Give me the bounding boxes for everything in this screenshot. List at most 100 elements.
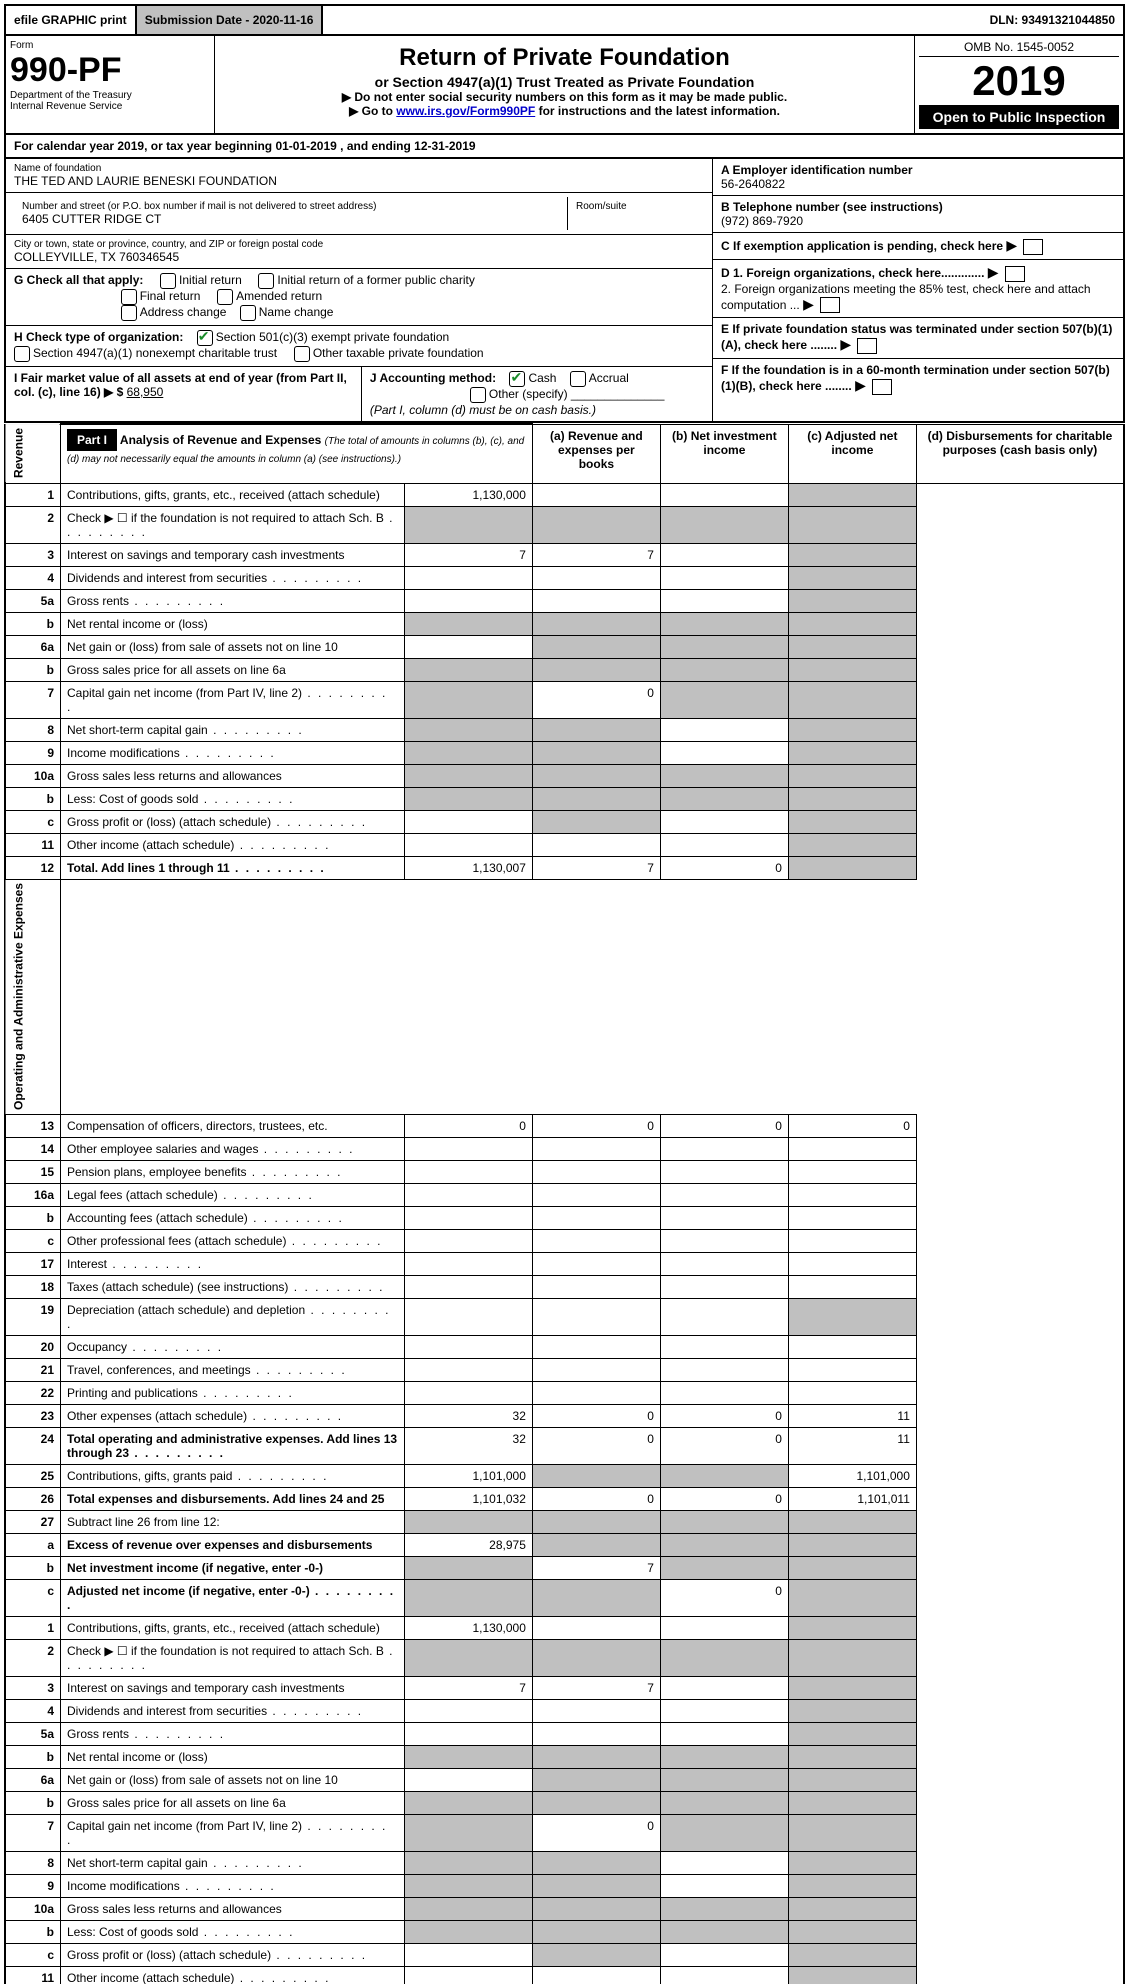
col-b-val	[532, 718, 660, 741]
col-b-val	[532, 1276, 660, 1299]
table-row: bNet investment income (if negative, ent…	[5, 1557, 1124, 1580]
line-number: 23	[5, 1405, 61, 1428]
other-taxable-check[interactable]	[294, 346, 310, 362]
col-d-val	[788, 1580, 916, 1617]
col-c-val	[660, 1382, 788, 1405]
line-number: 6a	[5, 635, 61, 658]
line-label: Interest on savings and temporary cash i…	[61, 1677, 405, 1700]
line-label: Dividends and interest from securities	[61, 1700, 405, 1723]
col-b-val	[532, 1852, 660, 1875]
col-a-val	[404, 681, 532, 718]
table-row: 7Capital gain net income (from Part IV, …	[5, 1815, 1124, 1852]
line-number: b	[5, 1792, 61, 1815]
cash-check[interactable]	[509, 371, 525, 387]
line-number: b	[5, 1746, 61, 1769]
col-c-val	[660, 1511, 788, 1534]
col-a-val: 28,975	[404, 1534, 532, 1557]
efile-label: efile GRAPHIC print	[6, 6, 137, 34]
line-number: 7	[5, 681, 61, 718]
col-d-val	[788, 1276, 916, 1299]
col-a-val: 1,101,000	[404, 1465, 532, 1488]
col-a-val	[404, 1138, 532, 1161]
col-a-val	[404, 635, 532, 658]
line-label: Check ▶ ☐ if the foundation is not requi…	[61, 1640, 405, 1677]
col-d-val	[788, 566, 916, 589]
col-d-val	[788, 1617, 916, 1640]
line-number: c	[5, 1580, 61, 1617]
col-d-val	[788, 1921, 916, 1944]
line-number: 4	[5, 1700, 61, 1723]
col-d-val: 1,101,000	[788, 1465, 916, 1488]
col-d-val	[788, 1746, 916, 1769]
line-label: Net short-term capital gain	[61, 718, 405, 741]
4947-check[interactable]	[14, 346, 30, 362]
amended-return-check[interactable]	[217, 289, 233, 305]
table-row: 3Interest on savings and temporary cash …	[5, 543, 1124, 566]
col-b-val: 7	[532, 1677, 660, 1700]
name-change-check[interactable]	[240, 305, 256, 321]
line-number: 3	[5, 543, 61, 566]
table-row: 12Total. Add lines 1 through 111,130,007…	[5, 856, 1124, 879]
e-label: E If private foundation status was termi…	[721, 322, 1112, 352]
col-c-val	[660, 1230, 788, 1253]
col-a-val	[404, 506, 532, 543]
table-row: 8Net short-term capital gain	[5, 718, 1124, 741]
col-b-val	[532, 1898, 660, 1921]
line-label: Capital gain net income (from Part IV, l…	[61, 681, 405, 718]
line-number: 24	[5, 1428, 61, 1465]
g-label: G Check all that apply:	[14, 273, 143, 287]
d1-checkbox[interactable]	[1005, 266, 1025, 282]
col-a-val	[404, 810, 532, 833]
col-c-val	[660, 1534, 788, 1557]
line-number: 5a	[5, 589, 61, 612]
f-checkbox[interactable]	[872, 379, 892, 395]
ein-value: 56-2640822	[721, 177, 1115, 191]
col-a-val: 32	[404, 1428, 532, 1465]
revenue-vert-label: Revenue	[5, 424, 61, 483]
col-a-val	[404, 741, 532, 764]
d2-checkbox[interactable]	[820, 297, 840, 313]
other-method-check[interactable]	[470, 387, 486, 403]
accrual-check[interactable]	[570, 371, 586, 387]
line-label: Contributions, gifts, grants paid	[61, 1465, 405, 1488]
line-label: Total expenses and disbursements. Add li…	[61, 1488, 405, 1511]
address-change-check[interactable]	[121, 305, 137, 321]
table-row: 9Income modifications	[5, 741, 1124, 764]
name-label: Name of foundation	[14, 163, 704, 174]
table-row: 6aNet gain or (loss) from sale of assets…	[5, 635, 1124, 658]
col-a-val	[404, 1230, 532, 1253]
irs-link[interactable]: www.irs.gov/Form990PF	[396, 104, 535, 118]
col-a-head: (a) Revenue and expenses per books	[532, 424, 660, 483]
form-header: Form 990-PF Department of the Treasury I…	[4, 36, 1125, 135]
c-checkbox[interactable]	[1023, 239, 1043, 255]
line-number: 13	[5, 1115, 61, 1138]
line-label: Check ▶ ☐ if the foundation is not requi…	[61, 506, 405, 543]
col-b-val	[532, 1161, 660, 1184]
initial-return-check[interactable]	[160, 273, 176, 289]
col-c-val	[660, 1944, 788, 1967]
col-c-val	[660, 1276, 788, 1299]
e-checkbox[interactable]	[857, 338, 877, 354]
col-d-val	[788, 1534, 916, 1557]
col-b-val	[532, 1792, 660, 1815]
line-number: 1	[5, 483, 61, 506]
table-row: 24Total operating and administrative exp…	[5, 1428, 1124, 1465]
col-a-val	[404, 589, 532, 612]
col-c-val	[660, 1677, 788, 1700]
final-return-check[interactable]	[121, 289, 137, 305]
top-bar: efile GRAPHIC print Submission Date - 20…	[4, 4, 1125, 36]
col-c-val	[660, 1138, 788, 1161]
line-number: 10a	[5, 764, 61, 787]
line-label: Other employee salaries and wages	[61, 1138, 405, 1161]
col-a-val	[404, 1276, 532, 1299]
initial-former-check[interactable]	[258, 273, 274, 289]
501c3-check[interactable]	[197, 330, 213, 346]
col-d-val	[788, 1359, 916, 1382]
col-c-val	[660, 1184, 788, 1207]
col-d-val	[788, 483, 916, 506]
line-number: a	[5, 1534, 61, 1557]
col-c-val	[660, 635, 788, 658]
col-a-val	[404, 1640, 532, 1677]
col-d-val	[788, 810, 916, 833]
col-c-val	[660, 1852, 788, 1875]
